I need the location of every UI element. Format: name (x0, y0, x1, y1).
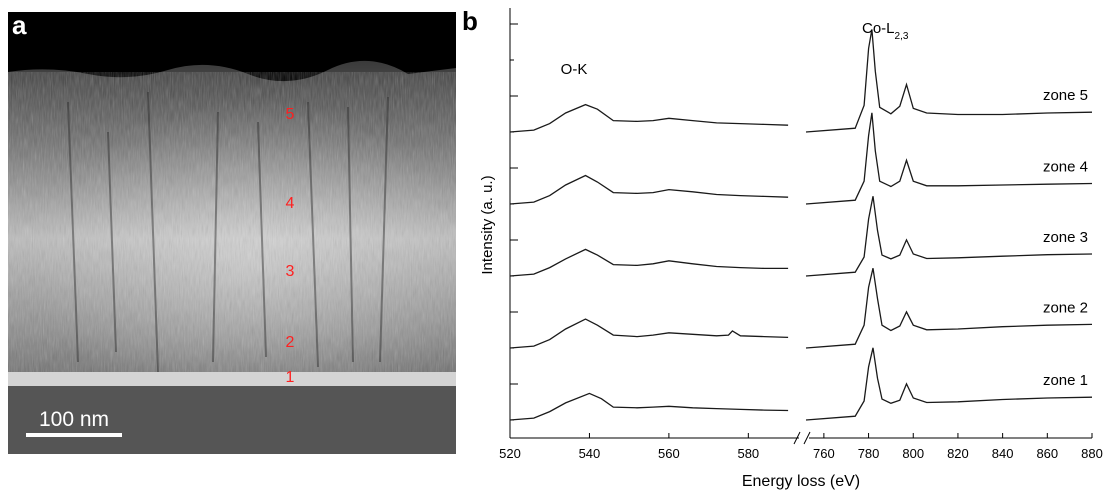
series-line-zone-4-o-k (509, 103, 789, 133)
substrate-interface (8, 372, 456, 386)
x-tick-label: 880 (1081, 446, 1103, 461)
x-tick-label: 520 (499, 446, 521, 461)
x-tick-label: 820 (947, 446, 969, 461)
x-tick-label: 580 (737, 446, 759, 461)
axis-break-mark-2 (803, 431, 811, 445)
substrate (8, 386, 456, 454)
series-line-zone-4-co-l (805, 29, 1093, 133)
series-label-zone-3: zone 4 (1043, 159, 1088, 176)
tem-micrograph: 5 4 3 2 1 100 nm (8, 12, 456, 454)
series-line-zone-2-co-l (805, 196, 1093, 277)
panel-b-label: b (462, 6, 478, 36)
series-label-zone-1: zone 2 (1043, 299, 1088, 316)
scale-bar (26, 433, 122, 437)
axis-break-mark-1 (793, 431, 801, 445)
series-line-zone-1-o-k (509, 318, 789, 349)
zone-marker-1: 1 (286, 369, 295, 386)
series-line-zone-1-co-l (805, 268, 1093, 349)
zone-marker-4: 4 (286, 195, 295, 212)
series-line-zone-0-co-l (805, 347, 1093, 421)
zone-marker-5: 5 (286, 106, 295, 123)
annotation-o-k: O-K (561, 61, 588, 78)
scale-bar-label: 100 nm (39, 408, 109, 431)
series-label-zone-2: zone 3 (1043, 229, 1088, 246)
series-line-zone-3-o-k (509, 174, 789, 205)
x-tick-label: 780 (858, 446, 880, 461)
series-line-zone-3-co-l (805, 112, 1093, 205)
x-tick-label: 760 (813, 446, 835, 461)
zone-marker-3: 3 (286, 263, 295, 280)
series-label-zone-4: zone 5 (1043, 87, 1088, 104)
y-axis-label: Intensity (a. u.) (479, 175, 496, 274)
x-tick-label: 800 (902, 446, 924, 461)
series-line-zone-2-o-k (509, 248, 789, 277)
x-tick-label: 540 (579, 446, 601, 461)
x-tick-label: 560 (658, 446, 680, 461)
panel-a-label: a (12, 10, 27, 40)
annotation-co-l23: Co-L2,3 (862, 20, 909, 42)
zone-marker-2: 2 (286, 334, 295, 351)
series-label-zone-0: zone 1 (1043, 372, 1088, 389)
x-axis-label: Energy loss (eV) (742, 473, 860, 490)
x-tick-label: 840 (992, 446, 1014, 461)
series-line-zone-0-o-k (509, 392, 789, 421)
x-tick-label: 860 (1036, 446, 1058, 461)
